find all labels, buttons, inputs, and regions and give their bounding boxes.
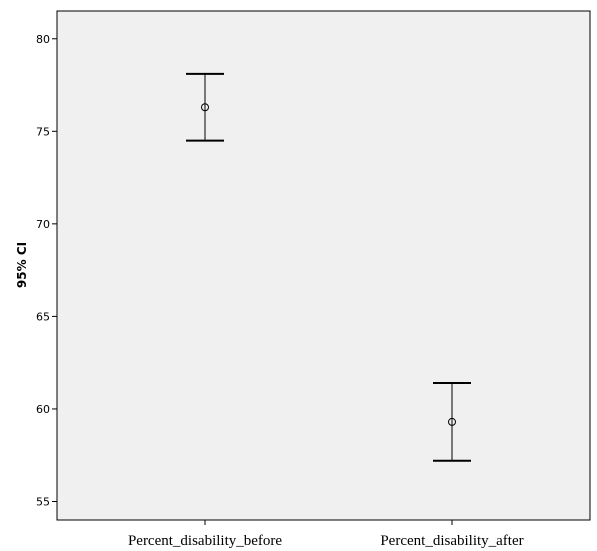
y-axis-title: 95% CI [15,242,29,288]
plot-area [56,10,591,521]
y-tick-label: 80 [36,33,50,46]
mean-point [201,103,209,112]
y-tick-label: 70 [36,218,50,231]
y-axis: 55 60 65 70 75 80 [36,33,57,508]
error-bar-series [186,72,471,462]
y-tick-label: 55 [36,495,50,508]
x-axis: Percent_disability_before Percent_disabil… [128,520,524,549]
y-tick-label: 60 [36,403,50,416]
y-tick-label: 75 [36,125,50,138]
x-tick-label: Percent_disability_after [380,533,523,549]
x-tick-label: Percent_disability_before [128,533,282,549]
y-tick-label: 65 [36,310,50,323]
mean-point [448,417,456,426]
